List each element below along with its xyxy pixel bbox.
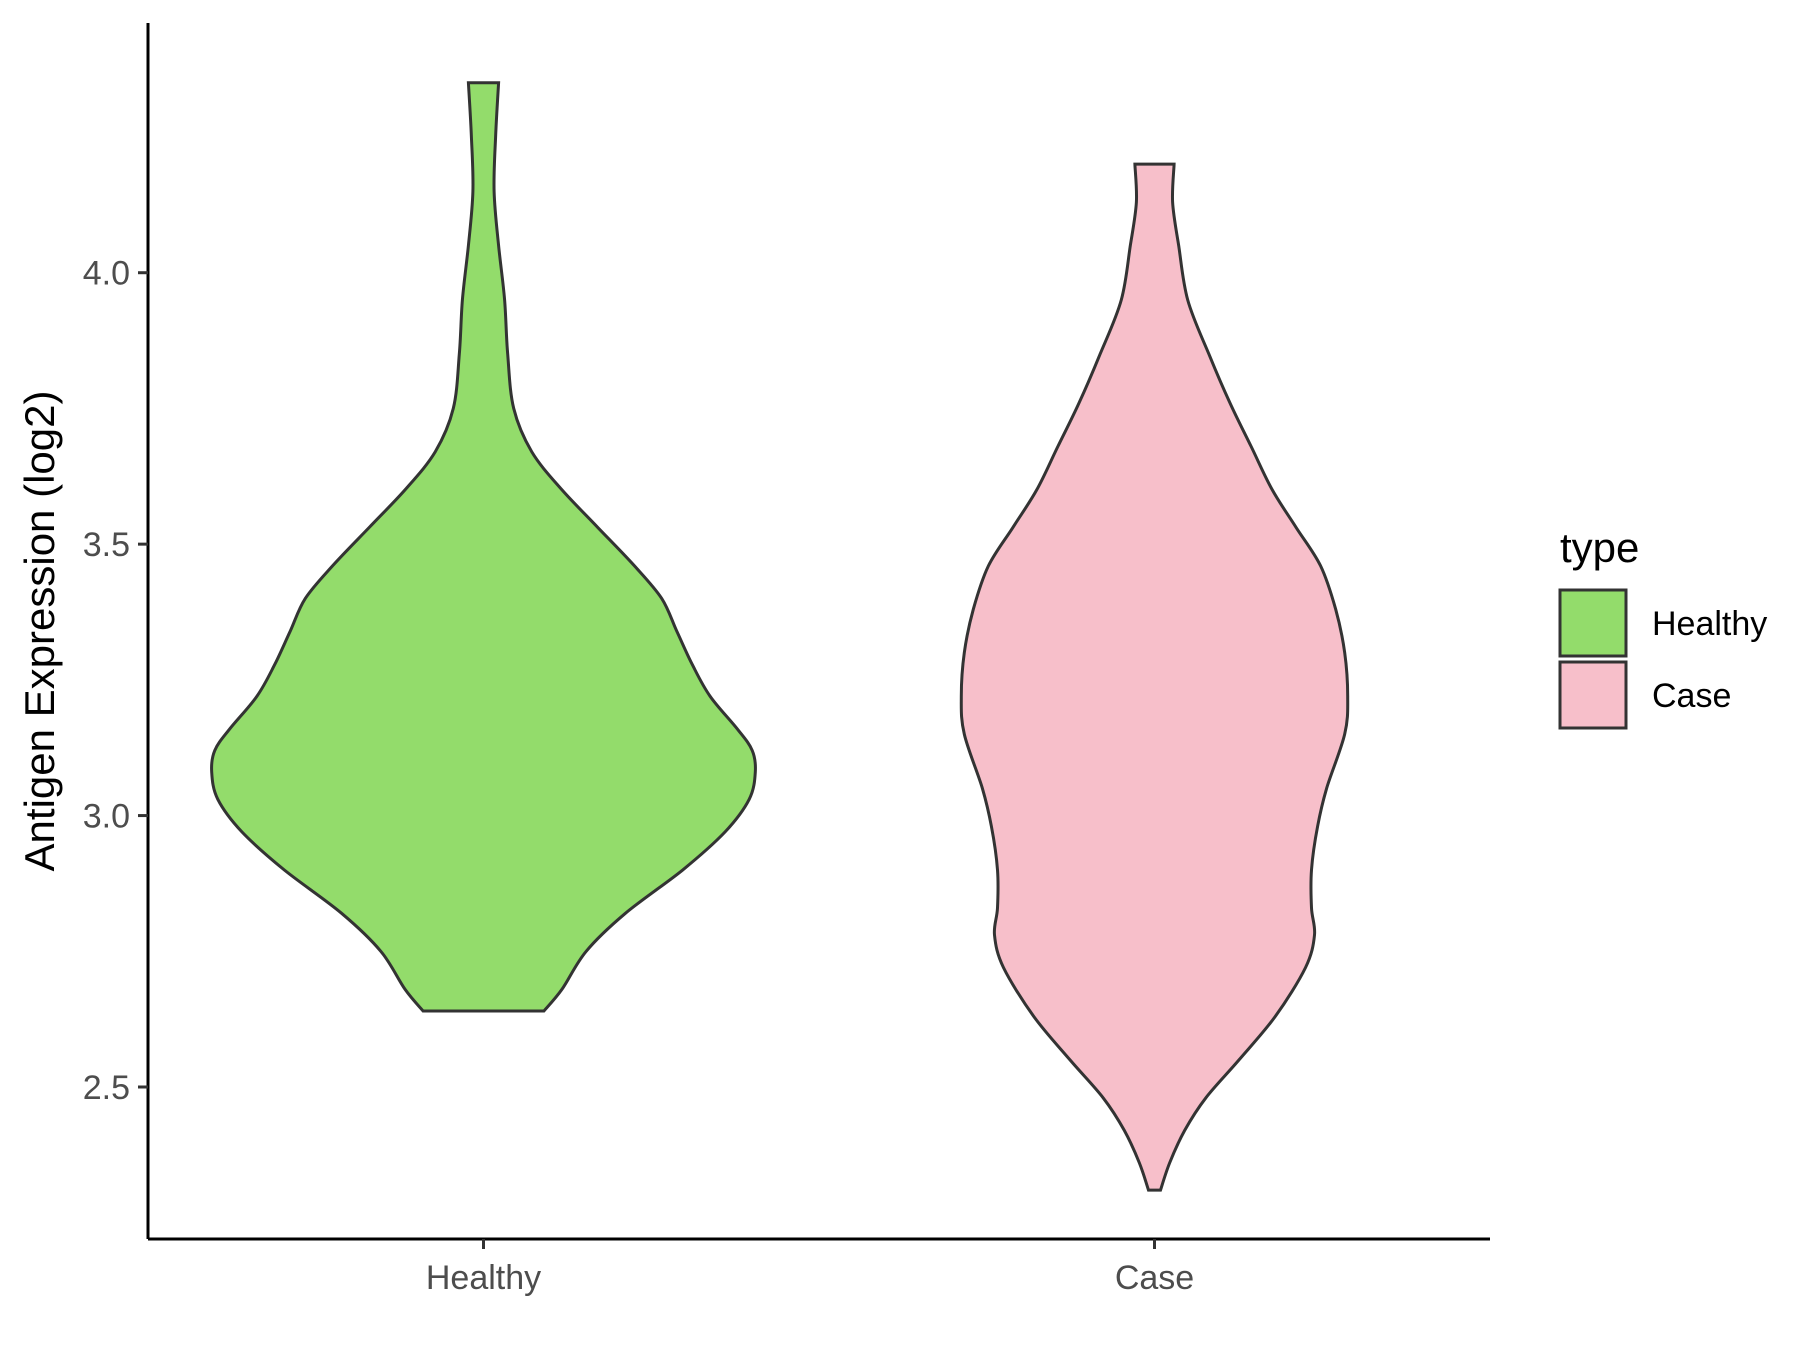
axes-layer	[146, 23, 1490, 1241]
violin-healthy	[210, 81, 757, 1013]
legend-label-case: Case	[1652, 677, 1731, 715]
violins-layer	[210, 81, 1350, 1192]
y-tick-label: 2.5	[83, 1069, 130, 1107]
legend-label-healthy: Healthy	[1652, 605, 1767, 643]
legend-key-healthy	[1558, 588, 1628, 658]
x-tick-label: Case	[1115, 1259, 1194, 1297]
legend: type Healthy Case	[1558, 524, 1767, 730]
violin-case	[959, 162, 1350, 1192]
y-tick-label: 3.0	[83, 798, 130, 836]
legend-key-case	[1558, 660, 1628, 730]
x-ticks-layer: Healthy Case	[426, 1239, 1194, 1297]
y-axis-title: Antigen Expression (log2)	[16, 391, 63, 872]
legend-title: type	[1560, 524, 1639, 571]
y-ticks-layer: 2.5 3.0 3.5 4.0	[83, 255, 148, 1107]
y-tick-label: 4.0	[83, 255, 130, 293]
y-tick-label: 3.5	[83, 526, 130, 564]
x-tick-label: Healthy	[426, 1259, 541, 1297]
